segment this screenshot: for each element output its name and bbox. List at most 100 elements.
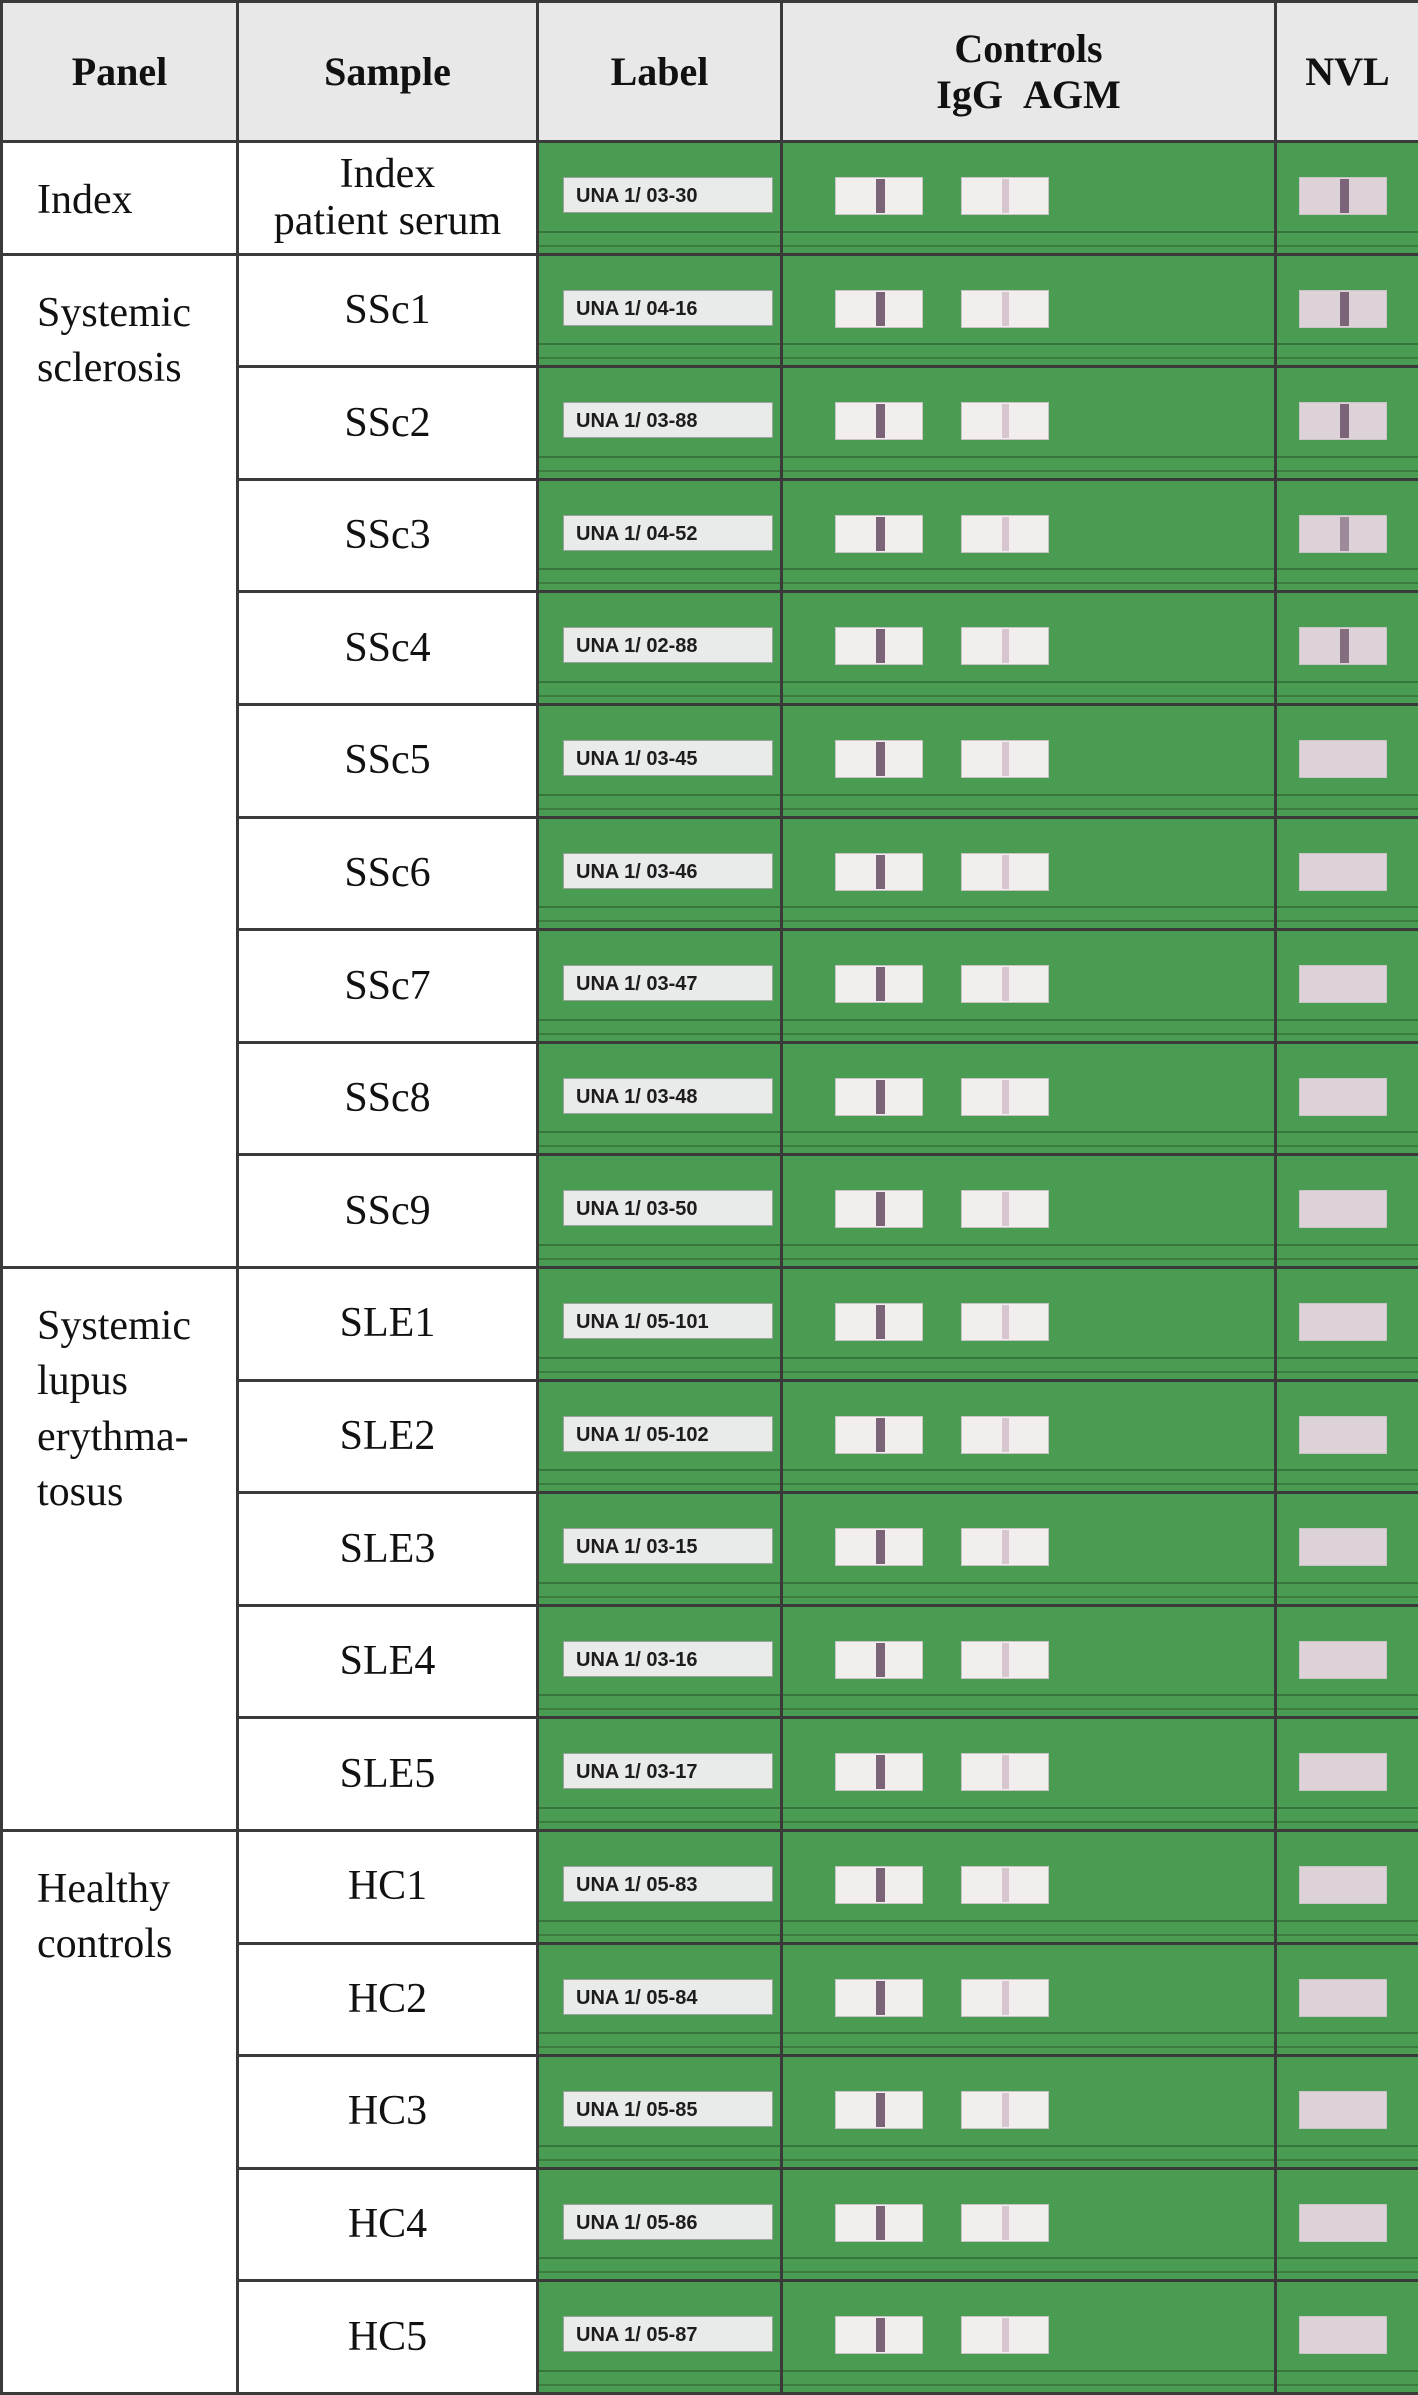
label-cell: UNA 1/ 05-102 xyxy=(536,1378,783,1495)
controls-cell xyxy=(780,2166,1277,2283)
agm-band xyxy=(1001,1980,1009,2015)
nvl-pad xyxy=(1299,965,1387,1004)
agm-band xyxy=(1001,1079,1009,1114)
label-cell: UNA 1/ 02-88 xyxy=(536,590,783,707)
panel-line: lupus xyxy=(37,1358,129,1405)
nvl-cell xyxy=(1274,1378,1418,1495)
sample-cell: HC3 xyxy=(236,2054,539,2170)
controls-cell xyxy=(780,1040,1277,1157)
sample-cell: SLE5 xyxy=(236,1716,539,1833)
table-row: SSc3 UNA 1/ 04-52 xyxy=(2,477,1418,594)
sample-cell: SLE3 xyxy=(236,1491,539,1607)
table-row: HC5 UNA 1/ 05-87 xyxy=(2,2279,1418,2395)
header-agm: AGM xyxy=(1022,71,1121,117)
strip-label: UNA 1/ 03-50 xyxy=(563,1190,773,1227)
agm-band xyxy=(1001,516,1009,551)
nvl-band xyxy=(1339,179,1349,214)
agm-pad xyxy=(961,289,1049,328)
nvl-band xyxy=(1339,291,1349,326)
strip-label: UNA 1/ 04-52 xyxy=(563,514,773,551)
nvl-cell xyxy=(1274,815,1418,932)
label-cell: UNA 1/ 03-45 xyxy=(536,703,783,819)
label-cell: UNA 1/ 03-88 xyxy=(536,365,783,481)
igg-band xyxy=(875,1192,885,1227)
agm-band xyxy=(1001,1868,1009,1903)
nvl-pad xyxy=(1299,289,1387,328)
controls-cell xyxy=(780,1941,1277,2058)
table-row: SLE2 UNA 1/ 05-102 xyxy=(2,1378,1418,1495)
controls-cell xyxy=(780,477,1277,594)
agm-band xyxy=(1001,1530,1009,1565)
panel-cell: Systemic sclerosis xyxy=(0,252,239,1270)
nvl-pad xyxy=(1299,1303,1387,1342)
nvl-cell xyxy=(1274,1266,1418,1382)
igg-band xyxy=(875,1079,885,1114)
agm-pad xyxy=(961,1190,1049,1229)
nvl-pad xyxy=(1299,177,1387,216)
controls-cell xyxy=(780,1716,1277,1833)
table-row: SSc2 UNA 1/ 03-88 xyxy=(2,365,1418,481)
table-row: SLE3 UNA 1/ 03-15 xyxy=(2,1491,1418,1607)
sample-line: HC3 xyxy=(347,2088,428,2135)
sample-line: SSc5 xyxy=(344,737,431,784)
igg-pad xyxy=(835,740,923,779)
agm-pad xyxy=(961,1415,1049,1454)
nvl-cell xyxy=(1274,590,1418,707)
panel-line: Healthy xyxy=(37,1866,170,1913)
controls-cell xyxy=(780,1378,1277,1495)
panel-line: Index xyxy=(37,177,133,224)
strip-label: UNA 1/ 03-45 xyxy=(563,740,773,777)
igg-band xyxy=(875,1868,885,1903)
nvl-pad xyxy=(1299,1753,1387,1792)
igg-pad xyxy=(835,1640,923,1679)
sample-line: SSc4 xyxy=(344,624,431,671)
igg-pad xyxy=(835,1866,923,1905)
table-row: Systemic sclerosis SSc1 UNA 1/ 04-16 xyxy=(0,252,1418,1270)
nvl-cell xyxy=(1274,2166,1418,2283)
strip-label: UNA 1/ 05-84 xyxy=(563,1978,773,2015)
agm-band xyxy=(1001,1305,1009,1340)
sample-cell: SSc7 xyxy=(236,928,539,1044)
agm-pad xyxy=(961,1077,1049,1116)
header-igg: IgG xyxy=(936,71,1003,117)
sample-cell: HC2 xyxy=(236,1941,539,2058)
panel-line: sclerosis xyxy=(37,345,182,392)
label-cell: UNA 1/ 05-87 xyxy=(536,2279,783,2395)
strip-label: UNA 1/ 05-83 xyxy=(563,1866,773,1903)
nvl-pad xyxy=(1299,1415,1387,1454)
label-cell: UNA 1/ 05-86 xyxy=(536,2166,783,2283)
sample-cell: SSc9 xyxy=(236,1153,539,1270)
igg-band xyxy=(875,291,885,326)
igg-band xyxy=(875,742,885,777)
header-controls-title: Controls xyxy=(954,25,1103,71)
agm-band xyxy=(1001,629,1009,664)
table-row: Systemic lupus erythma-tosus SLE1 UNA 1/ 05-… xyxy=(0,1266,1418,1833)
nvl-cell xyxy=(1274,2054,1418,2170)
sample-cell: SLE1 xyxy=(236,1266,539,1382)
sample-cell: HC1 xyxy=(236,1829,539,1945)
agm-pad xyxy=(961,2203,1049,2242)
nvl-band xyxy=(1339,629,1349,664)
nvl-cell xyxy=(1274,1491,1418,1607)
label-cell: UNA 1/ 05-85 xyxy=(536,2054,783,2170)
agm-pad xyxy=(961,1978,1049,2017)
agm-band xyxy=(1001,1417,1009,1452)
nvl-pad xyxy=(1299,1077,1387,1116)
sample-line: SLE4 xyxy=(339,1638,436,1685)
igg-pad xyxy=(835,627,923,666)
label-cell: UNA 1/ 05-84 xyxy=(536,1941,783,2058)
agm-band xyxy=(1001,742,1009,777)
sample-cell: SSc1 xyxy=(236,252,539,369)
label-cell: UNA 1/ 04-16 xyxy=(536,252,783,369)
nvl-pad xyxy=(1299,2316,1387,2355)
nvl-cell xyxy=(1274,928,1418,1044)
igg-pad xyxy=(835,1753,923,1792)
table-row: Healthy controls HC1 UNA 1/ 05-83 xyxy=(0,1829,1418,2395)
controls-cell xyxy=(780,928,1277,1044)
nvl-cell xyxy=(1274,2279,1418,2395)
header-controls: Controls IgG AGM xyxy=(780,0,1277,144)
igg-pad xyxy=(835,1415,923,1454)
igg-pad xyxy=(835,402,923,441)
igg-band xyxy=(875,179,885,214)
